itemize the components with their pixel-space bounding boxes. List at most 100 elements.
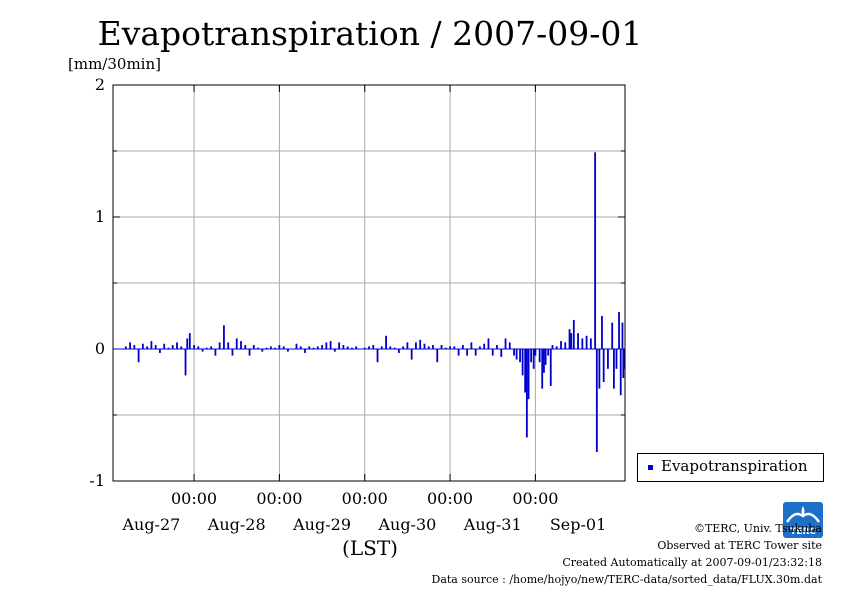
logo-text: TERC <box>790 527 816 537</box>
data-bar <box>491 349 494 356</box>
data-bar <box>180 346 183 349</box>
y-tick-label: -1 <box>89 471 105 490</box>
data-bar <box>436 349 439 363</box>
data-bar <box>564 342 567 349</box>
data-bar <box>581 338 584 349</box>
data-bar <box>432 345 434 349</box>
data-bar <box>368 346 370 349</box>
data-bar <box>184 349 187 376</box>
data-bar <box>479 346 481 349</box>
data-bar <box>137 349 140 363</box>
x-tick-date-label: Aug-31 <box>463 515 522 534</box>
data-bar <box>393 347 396 349</box>
data-bar <box>141 343 144 349</box>
data-bar <box>572 319 575 349</box>
credit-source: Data source : /home/hojyo/new/TERC-data/… <box>431 573 823 586</box>
data-bar <box>598 349 601 389</box>
credit-copyright: ©TERC, Univ. Tsukuba <box>693 522 822 535</box>
data-bar <box>555 346 558 349</box>
data-bar <box>316 346 319 349</box>
data-bar <box>457 349 460 356</box>
data-bar <box>406 342 409 349</box>
data-bar <box>530 349 533 363</box>
data-bar <box>163 343 166 349</box>
data-bar <box>589 338 592 349</box>
data-bar <box>333 349 336 352</box>
data-bar <box>397 349 400 353</box>
x-tick-time-label: 00:00 <box>171 489 218 508</box>
data-bar <box>342 345 345 349</box>
data-bar <box>274 347 277 349</box>
terc-logo-icon: TERC <box>783 502 823 538</box>
data-bar <box>363 347 366 349</box>
data-bar <box>513 349 515 356</box>
data-bar <box>248 349 251 356</box>
data-bar <box>543 349 545 373</box>
data-bar <box>568 329 571 349</box>
data-bar <box>615 349 618 369</box>
data-bar <box>188 333 191 349</box>
data-bar <box>544 349 547 365</box>
data-bar <box>201 349 204 352</box>
data-bar <box>541 349 544 389</box>
data-bar <box>240 341 242 349</box>
data-bar <box>519 349 521 363</box>
data-bar <box>449 346 451 349</box>
x-tick-time-label: 00:00 <box>256 489 303 508</box>
legend-label: Evapotranspiration <box>661 457 808 475</box>
data-bar <box>355 346 358 349</box>
data-bar <box>585 335 588 349</box>
data-bar <box>595 349 598 452</box>
y-axis-unit: [mm/30min] <box>68 55 161 73</box>
data-bar <box>329 341 332 349</box>
data-bar <box>466 349 469 356</box>
data-bar <box>474 349 477 356</box>
data-bar <box>621 322 624 349</box>
legend: Evapotranspiration <box>637 453 824 482</box>
y-tick-label: 0 <box>94 339 105 358</box>
data-bar <box>538 349 541 363</box>
y-tick-label: 2 <box>94 75 105 94</box>
data-bar <box>385 335 387 349</box>
data-bar <box>176 342 178 349</box>
data-bar <box>380 346 383 349</box>
data-bar <box>508 342 511 349</box>
data-bar <box>619 349 622 396</box>
data-bar <box>154 345 157 349</box>
data-bar <box>312 347 315 349</box>
data-bar <box>235 338 238 349</box>
credit-observed: Observed at TERC Tower site <box>657 539 822 552</box>
data-bar <box>560 341 562 349</box>
data-bar <box>218 342 221 349</box>
data-bar <box>444 347 447 349</box>
data-bar <box>623 349 626 369</box>
data-bar <box>325 342 328 349</box>
legend-swatch <box>648 465 653 470</box>
data-bar <box>611 322 614 349</box>
data-bar <box>308 346 311 349</box>
data-bar <box>376 349 379 363</box>
data-bar <box>618 312 620 349</box>
data-bar <box>423 343 426 349</box>
data-bar <box>295 343 298 349</box>
data-bar <box>321 345 323 349</box>
data-bar <box>570 333 573 349</box>
data-bar <box>278 345 281 349</box>
x-tick-date-label: Aug-27 <box>122 515 181 534</box>
data-bar <box>525 349 528 438</box>
bars <box>124 152 626 452</box>
data-bar <box>504 338 507 349</box>
plot-frame <box>112 84 626 482</box>
y-tick-label: 1 <box>94 207 105 226</box>
data-bar <box>265 347 268 349</box>
data-bar <box>577 333 579 349</box>
data-bar <box>551 345 554 349</box>
data-bar <box>427 346 430 349</box>
grid-lines <box>113 84 625 482</box>
data-bar <box>167 347 170 349</box>
data-bar <box>607 349 609 369</box>
data-bar <box>601 316 603 349</box>
data-bar <box>402 346 405 349</box>
data-bar <box>440 345 443 349</box>
